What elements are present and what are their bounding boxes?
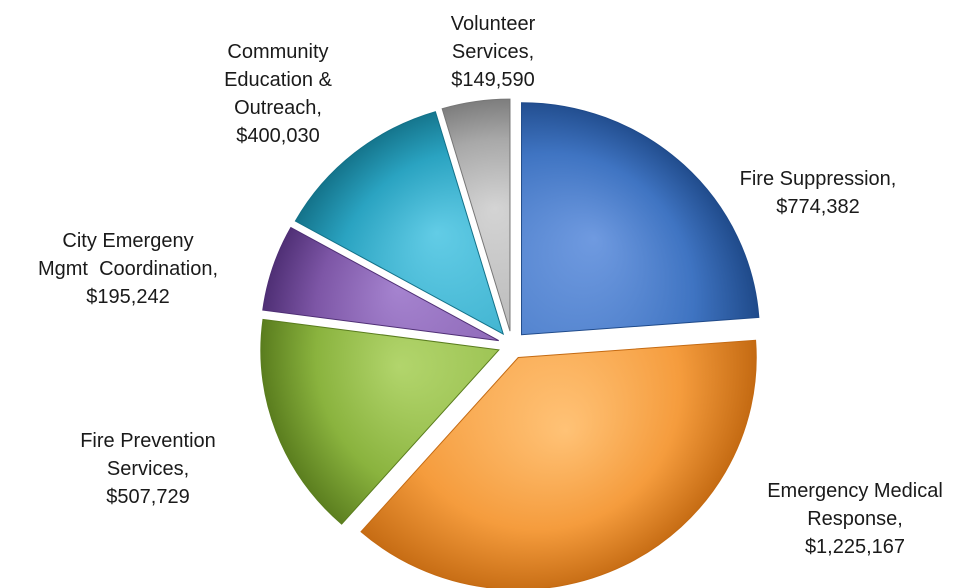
slice-label-line: $195,242 <box>86 286 169 308</box>
slice-label-line: $400,030 <box>236 125 319 147</box>
pie-slice-fire-prevention <box>260 318 500 525</box>
slice-label-city-emergeny: City Emergeny Mgmt Coordination, $195,242 <box>38 230 218 308</box>
pie-slice-community <box>294 111 505 336</box>
pie-slice-city-emergeny <box>262 226 499 342</box>
slice-label-volunteer: Volunteer Services, $149,590 <box>451 13 536 91</box>
pie-slice-volunteer <box>441 98 511 332</box>
slice-label-fire-suppression: Fire Suppression, $774,382 <box>740 168 897 218</box>
slice-label-fire-prevention: Fire Prevention Services, $507,729 <box>80 430 216 508</box>
slice-label-emergency-medical: Emergency Medical Response, $1,225,167 <box>767 480 943 558</box>
slice-label-line: $1,225,167 <box>805 536 905 558</box>
slice-label-line: $507,729 <box>106 486 189 508</box>
pie-slice-emergency-medical <box>360 339 757 588</box>
slice-label-line: $149,590 <box>451 69 534 91</box>
slice-label-line: Outreach, <box>234 97 322 119</box>
slice-label-line: Services, <box>452 41 534 63</box>
pie-slice-fire-suppression <box>521 102 760 336</box>
slice-label-line: Services, <box>107 458 189 480</box>
slice-label-line: Education & <box>224 69 333 91</box>
slice-label-line: $774,382 <box>776 196 859 218</box>
slice-label-line: Volunteer <box>451 13 536 35</box>
pie-slices <box>260 98 760 588</box>
slice-label-line: Response, <box>807 508 903 530</box>
slice-label-line: City Emergeny <box>62 230 193 252</box>
slice-label-line: Fire Prevention <box>80 430 216 452</box>
slice-label-community: Community Education & Outreach, $400,030 <box>224 41 333 147</box>
slice-label-line: Community <box>227 41 328 63</box>
slice-label-line: Mgmt Coordination, <box>38 258 218 280</box>
slice-label-line: Emergency Medical <box>767 480 943 502</box>
slice-label-line: Fire Suppression, <box>740 168 897 190</box>
pie-labels: Fire Suppression, $774,382 Emergency Medic… <box>38 13 943 558</box>
